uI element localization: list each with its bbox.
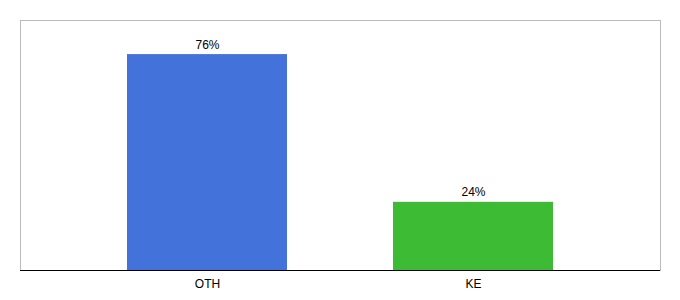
svg-text:24%: 24% xyxy=(461,185,485,199)
svg-text:OTH: OTH xyxy=(195,277,220,291)
svg-text:76%: 76% xyxy=(195,38,219,52)
svg-text:KE: KE xyxy=(465,277,481,291)
